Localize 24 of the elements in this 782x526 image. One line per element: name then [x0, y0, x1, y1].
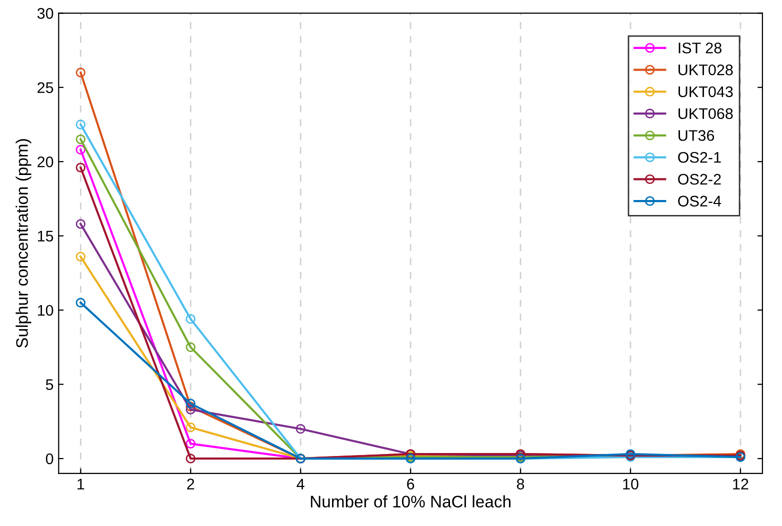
- x-tick-label: 2: [187, 478, 194, 490]
- legend-label: IST 28: [678, 42, 722, 54]
- legend-label: OS2-4: [678, 196, 722, 207]
- x-tick-label: 8: [516, 478, 524, 490]
- y-tick-label: 5: [46, 379, 54, 390]
- x-tick-label: 1: [78, 478, 84, 490]
- y-tick-label: 20: [38, 156, 54, 168]
- y-tick-label: 0: [46, 453, 54, 464]
- y-tick-label: 30: [37, 8, 54, 19]
- x-tick-label: 12: [733, 478, 748, 490]
- y-tick-label: 15: [38, 230, 54, 242]
- legend-label: UKT043: [678, 86, 733, 98]
- legend-label: OS2-2: [678, 174, 721, 185]
- legend-label: UT36: [678, 130, 714, 141]
- x-tick-label: 10: [623, 478, 638, 490]
- x-tick-label: 6: [407, 478, 414, 490]
- x-axis-title: Number of 10% NaCl leach: [310, 495, 510, 508]
- legend-label: UKT028: [678, 64, 733, 76]
- y-tick-label: 10: [38, 304, 54, 316]
- legend-label: OS2-1: [678, 152, 721, 163]
- y-axis-title: Sulphur concentration (ppm): [16, 139, 32, 348]
- legend-label: UKT068: [678, 108, 733, 120]
- x-tick-label: 4: [296, 478, 304, 490]
- y-tick-label: 25: [38, 82, 54, 94]
